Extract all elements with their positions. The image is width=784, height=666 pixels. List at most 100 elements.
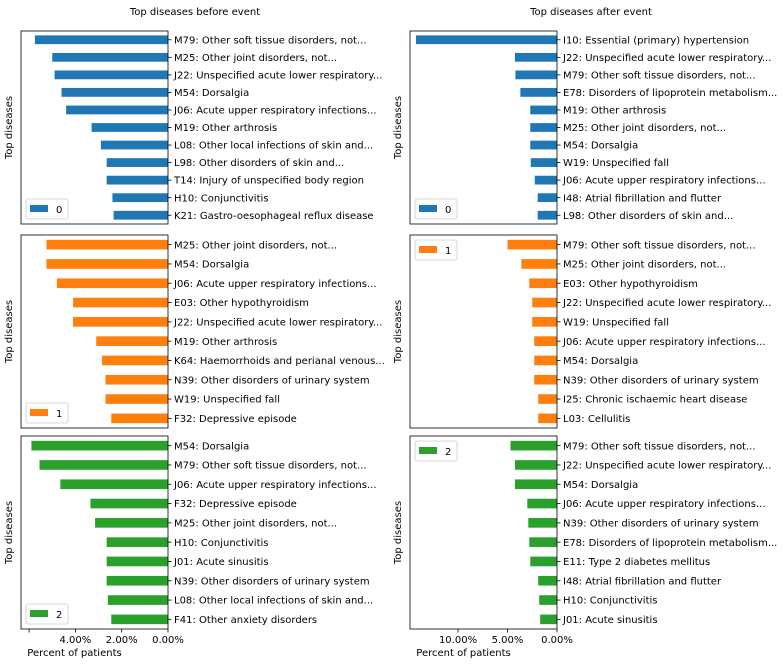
axes-frame — [409, 234, 558, 429]
y-axis-label: Top diseases — [393, 501, 404, 565]
bar — [510, 440, 557, 451]
legend-label: 1 — [445, 246, 451, 257]
category-label: J01: Acute sinusitis — [173, 557, 269, 568]
bar — [538, 413, 557, 424]
category-label: L03: Cellulitis — [563, 414, 630, 425]
category-label: J22: Unspecified acute lower respiratory… — [562, 53, 771, 64]
category-label: F32: Depressive episode — [174, 499, 297, 510]
category-label: N39: Other disorders of urinary system — [563, 375, 759, 386]
category-label: N39: Other disorders of urinary system — [174, 576, 370, 587]
bar — [530, 556, 557, 567]
legend-swatch — [419, 205, 437, 212]
bar — [534, 175, 557, 185]
bar — [91, 123, 168, 132]
column-title-after: Top diseases after event — [529, 7, 652, 18]
bar — [530, 140, 557, 150]
legend-label: 0 — [56, 205, 62, 216]
axes-frame — [409, 435, 558, 630]
panel-after-2: M79: Other soft tissue disorders, not...… — [393, 435, 777, 659]
category-label: M79: Other soft tissue disorders, not... — [563, 441, 756, 452]
category-label: I48: Atrial fibrillation and flutter — [563, 576, 722, 587]
bar — [534, 355, 557, 366]
bar — [100, 140, 168, 150]
legend-label: 2 — [445, 447, 451, 458]
bar — [34, 35, 168, 45]
bar — [520, 88, 557, 97]
bar — [527, 498, 557, 509]
category-label: J06: Acute upper respiratory infections.… — [173, 279, 377, 290]
category-label: L08: Other local infections of skin and.… — [174, 596, 373, 607]
y-axis-label: Top diseases — [393, 96, 404, 160]
legend-swatch — [30, 409, 48, 416]
category-label: J22: Unspecified acute lower respiratory… — [562, 461, 771, 472]
category-label: I10: Essential (primary) hypertension — [563, 35, 749, 46]
panel-after-0: I10: Essential (primary) hypertension J22… — [393, 30, 777, 225]
bar — [39, 460, 168, 470]
y-axis-label: Top diseases — [4, 96, 15, 160]
axes-frame — [20, 234, 169, 429]
category-label: M79: Other soft tissue disorders, not... — [174, 35, 367, 46]
bar — [52, 52, 168, 62]
category-label: M25: Other joint disorders, not... — [174, 53, 337, 64]
axes-frame — [20, 435, 169, 630]
bar — [73, 317, 168, 327]
legend-swatch — [419, 246, 437, 253]
category-label: K21: Gastro-oesophageal reflux disease — [174, 211, 374, 222]
bar — [102, 355, 168, 366]
category-label: M19: Other arthrosis — [174, 123, 277, 134]
category-label: E03: Other hypothyroidism — [174, 298, 309, 309]
bar — [106, 175, 168, 185]
bar — [46, 239, 168, 250]
legend-swatch — [30, 610, 48, 617]
category-label: J06: Acute upper respiratory infections.… — [562, 499, 766, 510]
bar — [90, 498, 168, 509]
bar — [95, 518, 168, 528]
category-label: K64: Haemorrhoids and perianal venous... — [174, 356, 385, 367]
category-label: I48: Atrial fibrillation and flutter — [563, 193, 722, 204]
legend-label: 1 — [56, 409, 62, 420]
category-label: M79: Other soft tissue disorders, not... — [174, 461, 367, 472]
category-label: T14: Injury of unspecified body region — [173, 176, 364, 187]
bar — [73, 297, 168, 308]
bar — [415, 35, 557, 45]
category-label: J06: Acute upper respiratory infections.… — [562, 176, 766, 187]
bar — [538, 394, 557, 404]
category-label: M19: Other arthrosis — [174, 337, 277, 348]
bar — [507, 239, 557, 250]
legend-label: 2 — [56, 610, 62, 621]
bar — [514, 52, 557, 62]
bar — [66, 105, 168, 115]
bar — [105, 394, 168, 404]
category-label: L98: Other disorders of skin and... — [174, 158, 344, 169]
category-label: J06: Acute upper respiratory infections.… — [562, 337, 766, 348]
chart-panels: M79: Other soft tissue disorders, not...… — [4, 30, 777, 659]
bar — [112, 193, 168, 203]
category-label: H10: Conjunctivitis — [563, 596, 658, 607]
x-tick-label: 0.00% — [541, 635, 573, 646]
bar — [61, 88, 168, 97]
category-label: M25: Other joint disorders, not... — [563, 123, 726, 134]
category-label: H10: Conjunctivitis — [174, 193, 269, 204]
bar — [530, 105, 557, 115]
category-label: M54: Dorsalgia — [174, 260, 249, 271]
bar — [106, 537, 168, 547]
x-axis-label: Percent of patients — [27, 648, 121, 659]
category-label: L98: Other disorders of skin and... — [563, 211, 733, 222]
bar — [530, 123, 557, 132]
category-label: E11: Type 2 diabetes mellitus — [563, 557, 710, 568]
category-label: J22: Unspecified acute lower respiratory… — [562, 298, 771, 309]
category-label: J01: Acute sinusitis — [562, 615, 658, 626]
category-label: M54: Dorsalgia — [563, 141, 638, 152]
x-axis-label: Percent of patients — [416, 648, 510, 659]
bar — [107, 595, 168, 605]
legend-label: 0 — [445, 205, 451, 216]
bar — [540, 614, 557, 625]
y-axis-label: Top diseases — [393, 300, 404, 364]
category-label: M54: Dorsalgia — [563, 356, 638, 367]
bar — [537, 193, 557, 203]
bar — [31, 440, 168, 451]
panel-after-1: M79: Other soft tissue disorders, not...… — [393, 234, 771, 429]
y-axis-label: Top diseases — [4, 501, 15, 565]
bar — [538, 575, 557, 586]
category-label: M25: Other joint disorders, not... — [174, 240, 337, 251]
